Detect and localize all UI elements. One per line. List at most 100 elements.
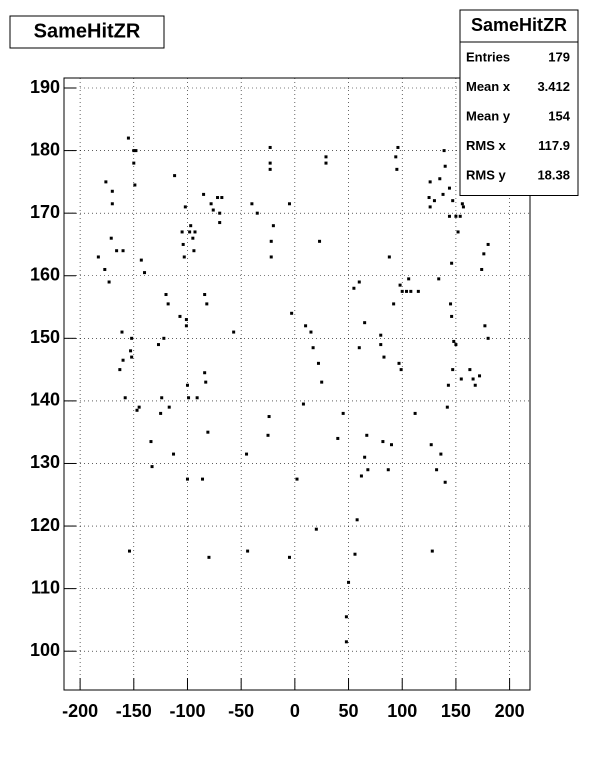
point bbox=[405, 289, 409, 293]
point bbox=[173, 174, 177, 178]
point bbox=[395, 167, 399, 171]
point bbox=[205, 302, 209, 306]
point bbox=[126, 136, 130, 140]
point bbox=[451, 368, 455, 372]
point bbox=[443, 480, 447, 484]
point bbox=[109, 236, 113, 240]
point bbox=[232, 330, 236, 334]
point bbox=[267, 415, 271, 419]
point bbox=[187, 396, 191, 400]
point bbox=[133, 183, 137, 187]
point bbox=[250, 202, 254, 206]
point bbox=[206, 430, 210, 434]
point bbox=[398, 283, 402, 287]
y-tick-label: 140 bbox=[30, 390, 60, 410]
point bbox=[123, 396, 127, 400]
point bbox=[178, 314, 182, 318]
point bbox=[428, 180, 432, 184]
point bbox=[392, 302, 396, 306]
point bbox=[452, 339, 456, 343]
x-tick-label: 0 bbox=[290, 701, 300, 721]
point bbox=[482, 252, 486, 256]
point bbox=[363, 321, 367, 325]
point bbox=[110, 189, 114, 193]
stats-value: 179 bbox=[548, 49, 570, 64]
point bbox=[314, 527, 318, 531]
point bbox=[192, 249, 196, 253]
point bbox=[365, 433, 369, 437]
point bbox=[456, 230, 460, 234]
point bbox=[341, 411, 345, 415]
point bbox=[396, 145, 400, 149]
point bbox=[184, 324, 188, 328]
x-tick-label: 100 bbox=[387, 701, 417, 721]
plot-frame bbox=[63, 77, 531, 691]
point bbox=[132, 149, 136, 153]
point bbox=[359, 474, 363, 478]
point bbox=[357, 280, 361, 284]
point bbox=[473, 383, 477, 387]
point bbox=[120, 330, 124, 334]
point bbox=[127, 549, 131, 553]
point bbox=[209, 202, 213, 206]
y-tick-label: 110 bbox=[31, 577, 60, 597]
point bbox=[459, 377, 463, 381]
x-tick-label: -200 bbox=[62, 701, 98, 721]
point bbox=[347, 580, 351, 584]
point bbox=[450, 261, 454, 265]
point bbox=[478, 374, 482, 378]
point bbox=[446, 383, 450, 387]
point bbox=[130, 355, 134, 359]
point bbox=[407, 277, 411, 281]
point bbox=[318, 239, 322, 243]
point bbox=[162, 336, 166, 340]
point bbox=[104, 180, 108, 184]
point bbox=[182, 255, 186, 259]
stats-value: 18.38 bbox=[537, 167, 570, 182]
point bbox=[427, 196, 431, 200]
point bbox=[103, 267, 107, 271]
point bbox=[316, 361, 320, 365]
point bbox=[416, 289, 420, 293]
point bbox=[164, 293, 168, 297]
point bbox=[183, 205, 187, 209]
x-tick-label: -150 bbox=[116, 701, 152, 721]
point bbox=[185, 477, 189, 481]
y-tick-label: 130 bbox=[30, 452, 60, 472]
point bbox=[121, 249, 125, 253]
point bbox=[201, 477, 205, 481]
point bbox=[246, 549, 250, 553]
point bbox=[311, 346, 315, 350]
point bbox=[181, 242, 185, 246]
point bbox=[394, 155, 398, 159]
point bbox=[301, 402, 305, 406]
point bbox=[271, 224, 275, 228]
point bbox=[409, 289, 413, 293]
x-tick-label: -50 bbox=[228, 701, 254, 721]
point bbox=[389, 443, 393, 447]
point bbox=[382, 355, 386, 359]
point bbox=[166, 302, 170, 306]
point bbox=[451, 199, 455, 203]
point bbox=[461, 205, 465, 209]
point bbox=[160, 396, 164, 400]
point bbox=[460, 202, 464, 206]
point bbox=[268, 145, 272, 149]
point bbox=[454, 343, 458, 347]
y-tick-label: 100 bbox=[30, 640, 60, 660]
point bbox=[447, 214, 451, 218]
point bbox=[195, 396, 199, 400]
point bbox=[202, 192, 206, 196]
point bbox=[167, 405, 171, 409]
point bbox=[399, 368, 403, 372]
stats-label: RMS x bbox=[466, 138, 507, 153]
point bbox=[379, 343, 383, 347]
point bbox=[185, 383, 189, 387]
point bbox=[486, 242, 490, 246]
point bbox=[304, 324, 308, 328]
point bbox=[442, 149, 446, 153]
point bbox=[159, 411, 163, 415]
point bbox=[386, 468, 390, 472]
x-tick-label: 150 bbox=[441, 701, 471, 721]
point bbox=[268, 161, 272, 165]
